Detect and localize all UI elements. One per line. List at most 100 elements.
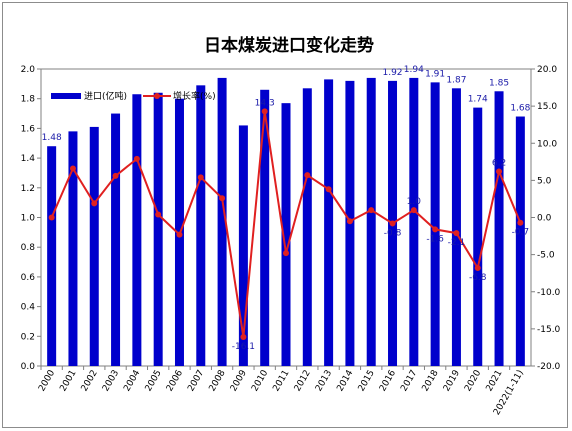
x-tick-label: 2002: [80, 369, 100, 394]
legend-line-label: 增长率(%): [173, 90, 216, 102]
line-data-label: -2.1: [448, 238, 466, 248]
bar-data-label: 1.91: [425, 69, 445, 79]
y-left-tick-label: 1.2: [21, 184, 35, 194]
bar: [196, 85, 206, 367]
growth-marker: [517, 219, 524, 226]
x-tick-label: 2007: [186, 369, 206, 394]
y-left-tick-label: 0.4: [21, 303, 36, 313]
bar-data-label: 1.74: [468, 95, 488, 105]
bar-data-label: 1.48: [42, 133, 62, 143]
bar: [47, 146, 57, 366]
growth-marker: [91, 200, 98, 207]
y-left-tick-label: 1.4: [21, 154, 36, 164]
x-tick-label: 2001: [58, 369, 78, 394]
bar: [366, 77, 376, 366]
growth-marker: [453, 230, 460, 237]
line-data-label: 14.3: [255, 98, 275, 108]
bar: [68, 131, 78, 366]
bar: [451, 88, 461, 367]
x-tick-label: 2012: [293, 369, 313, 394]
y-right-tick-label: -10.0: [537, 288, 561, 298]
y-left-tick-label: 0.0: [21, 362, 36, 372]
x-tick-label: 2014: [335, 368, 355, 393]
growth-marker: [261, 108, 268, 115]
bar: [409, 77, 419, 366]
x-tick-label: 2019: [442, 368, 462, 393]
bar-data-label: 1.94: [404, 65, 424, 75]
chart-svg: 日本煤炭进口变化走势 0.0 0.2 0.4 0.6 0.8 1.0 1.2 1.4 1.6 1.…: [21, 35, 561, 417]
bar-data-label: 1.92: [382, 68, 402, 78]
y-left-tick-label: 2.0: [21, 65, 36, 75]
bar: [473, 107, 483, 367]
growth-marker: [410, 207, 417, 214]
bar: [260, 89, 270, 366]
line-data-label: 6.2: [492, 158, 506, 168]
x-tick-label: 2011: [271, 369, 291, 394]
legend-bar-swatch: [51, 93, 81, 99]
y-right-tick-label: -5.0: [537, 251, 555, 261]
y-right-tick-label: 10.0: [537, 139, 557, 149]
x-tick-label: 2010: [250, 368, 270, 393]
y-right-tick-label: 15.0: [537, 102, 557, 112]
bar: [132, 94, 142, 367]
bar: [494, 91, 504, 367]
growth-marker: [155, 211, 162, 218]
growth-marker: [304, 172, 311, 179]
growth-marker: [219, 195, 226, 202]
y-right-tick-label: -20.0: [537, 362, 561, 372]
x-tick-label: 2013: [314, 369, 334, 394]
growth-marker: [283, 250, 289, 257]
line-data-label: -16.1: [232, 342, 255, 352]
y-left-tick-label: 1.6: [21, 124, 36, 134]
bar: [430, 82, 440, 367]
legend: 进口(亿吨) 增长率(%): [51, 90, 216, 102]
growth-marker: [69, 165, 76, 172]
chart-title: 日本煤炭进口变化走势: [204, 35, 374, 56]
x-tick-label: 2005: [144, 369, 164, 394]
growth-marker: [474, 264, 481, 271]
growth-marker: [112, 172, 119, 179]
bar-data-label: 1.87: [446, 75, 466, 85]
y-left-tick-label: 1.8: [21, 95, 36, 105]
growth-marker: [240, 334, 247, 341]
growth-marker: [432, 226, 439, 233]
x-tick-label: 2003: [101, 369, 121, 394]
legend-line-marker: [154, 93, 160, 99]
x-tick-label: 2000: [37, 368, 57, 393]
bar-data-label: 1.85: [489, 78, 509, 88]
y-left-tick-label: 0.6: [21, 273, 36, 283]
plot-area: 0.0 0.2 0.4 0.6 0.8 1.0 1.2 1.4 1.6 1.8 2.0 -20.0 -1…: [21, 65, 561, 417]
line-data-label: 1.0: [407, 197, 422, 207]
y-left-tick-label: 0.2: [21, 332, 35, 342]
y-right-tick-label: 0.0: [537, 214, 552, 224]
growth-marker: [368, 207, 375, 214]
growth-marker: [197, 174, 204, 181]
line-data-label: -6.8: [469, 273, 487, 283]
chart-frame: 日本煤炭进口变化走势 0.0 0.2 0.4 0.6 0.8 1.0 1.2 1.4 1.6 1.…: [2, 2, 568, 428]
x-tick-label: 2018: [421, 368, 441, 393]
x-tick-label: 2004: [122, 368, 142, 393]
bar: [217, 77, 227, 366]
bar: [324, 79, 334, 367]
x-tick-label: 2016: [378, 368, 398, 393]
growth-marker: [346, 218, 353, 225]
bar: [238, 125, 248, 367]
x-tick-label: 2009: [229, 368, 249, 393]
growth-marker: [176, 231, 183, 238]
y-left-tick-label: 1.0: [21, 214, 36, 224]
x-tick-label: 2015: [357, 369, 377, 394]
x-tick-label: 2017: [399, 369, 419, 394]
x-tick-label: 2006: [165, 368, 185, 393]
line-data-label: -1.6: [426, 234, 444, 244]
x-tick-label: 2020: [463, 368, 483, 393]
growth-marker: [389, 220, 396, 227]
bar: [281, 103, 291, 366]
growth-marker: [48, 214, 55, 221]
growth-marker: [133, 155, 140, 162]
growth-marker: [325, 186, 332, 193]
bar: [302, 88, 312, 367]
bar: [515, 116, 525, 367]
growth-marker: [496, 168, 503, 175]
y-right-tick-label: 20.0: [537, 65, 557, 75]
y-right-tick-label: 5.0: [537, 176, 552, 186]
